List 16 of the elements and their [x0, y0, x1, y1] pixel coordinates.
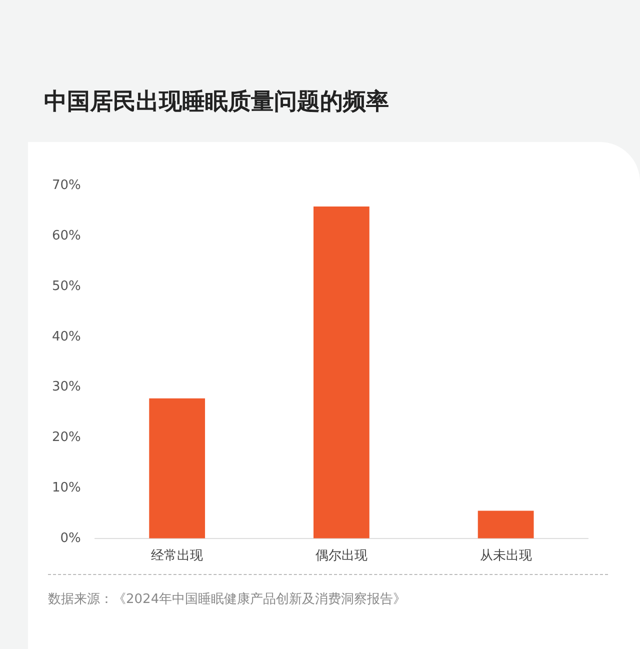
y-tick-label: 60% [52, 228, 81, 244]
x-tick-label: 从未出现 [480, 548, 532, 564]
bar [149, 398, 206, 538]
y-tick-label: 30% [52, 380, 81, 395]
x-tick-label: 经常出现 [151, 548, 204, 564]
y-tick-label: 0% [60, 530, 81, 546]
y-tick-label: 10% [52, 480, 81, 496]
chart-title: 中国居民出现睡眠质量问题的频率 [44, 88, 389, 117]
y-tick-label: 70% [52, 178, 81, 194]
y-tick-label: 50% [52, 278, 81, 294]
bar [478, 510, 534, 538]
y-tick-label: 40% [52, 329, 81, 344]
source-note: 数据来源：《2024年中国睡眠健康产品创新及消费洞察报告》 [48, 591, 406, 608]
bar [314, 206, 370, 538]
x-tick-label: 偶尔出现 [315, 548, 368, 564]
y-tick-label: 20% [52, 430, 81, 446]
